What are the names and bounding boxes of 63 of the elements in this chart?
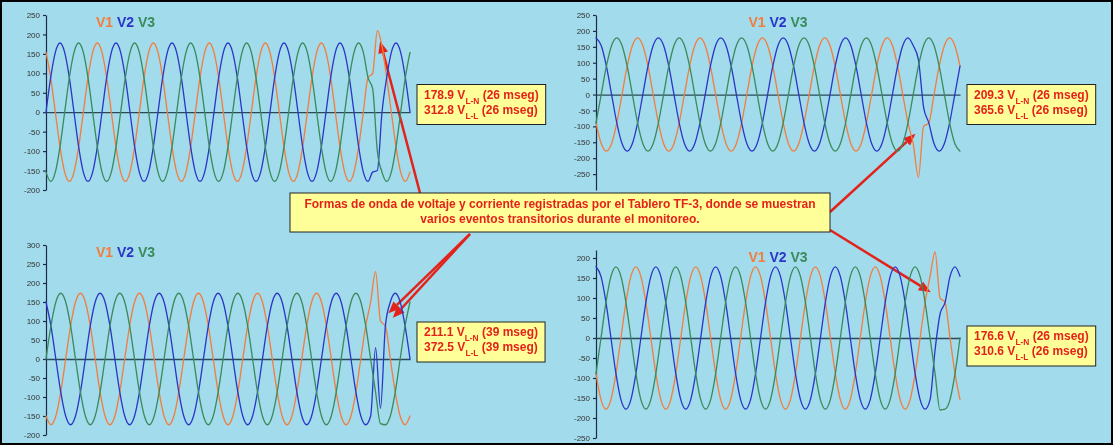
y-tick-label: -200 [573,154,591,164]
series-label: V2 [113,14,135,30]
y-tick-label: 250 [576,11,591,21]
series-label: V3 [786,249,808,265]
text: 372.5 V$_{L-L}$ (39 mseg) [424,340,538,358]
series-label: V1 [96,14,114,30]
y-tick-label: 50 [581,314,591,324]
y-tick-label: 0 [585,90,591,100]
y-tick-label: -100 [573,374,591,384]
text: Formas de onda de voltaje y corriente registradas por el Tablero TF-3, donde se muestran varios eventos transitorios durante el monitoreo. [304,197,816,226]
series-label: V2 [765,14,787,30]
y-tick-label: 100 [26,69,41,79]
y-tick-label: 250 [26,260,41,270]
y-tick-label: 0 [585,334,591,344]
y-tick-label: 100 [26,317,41,327]
y-tick-label: -150 [573,394,591,404]
y-tick-label: 300 [26,241,41,251]
y-tick-label: 150 [26,298,41,308]
y-tick-label: -200 [23,186,41,196]
y-tick-label: 100 [576,294,591,304]
y-tick-label: -100 [23,393,41,403]
y-tick-label: 150 [576,42,591,52]
series-label: V3 [134,14,156,30]
text: 178.9 V$_{L-N}$ (26 mseg) [424,87,539,106]
y-tick-label: -150 [23,166,41,176]
text: V1 [96,244,114,260]
series-label: V2 [765,249,787,265]
y-tick-label: -50 [578,354,591,364]
y-tick-label: -250 [573,434,591,444]
y-tick-label: -200 [23,431,41,441]
y-tick-label: 150 [576,274,591,284]
text: 211.1 V$_{L-N}$ (39 mseg) [424,325,539,343]
line-series [595,37,961,178]
y-tick-label: -100 [573,122,591,132]
y-tick-label: 0 [35,355,41,365]
y-tick-label: -100 [23,147,41,157]
series-label: V3 [786,14,808,30]
y-tick-label: 150 [26,49,41,59]
y-tick-label: 200 [26,279,41,289]
y-tick-label: 50 [581,74,591,84]
text: V3 [134,244,156,260]
y-tick-label: -50 [578,106,591,116]
text: 310.6 V$_{L-L}$ (26 mseg) [974,344,1088,362]
text: V2 [113,244,135,260]
y-tick-label: 0 [35,108,41,118]
y-tick-label: 50 [31,336,41,346]
y-tick-label: 250 [26,11,41,21]
y-tick-label: -150 [573,138,591,148]
y-tick-label: 200 [26,30,41,40]
text: 176.6 V$_{L-N}$ (26 mseg) [974,329,1089,347]
y-tick-label: 100 [576,58,591,68]
y-tick-label: -50 [28,374,41,384]
y-tick-label: -50 [28,127,41,137]
y-tick-label: 50 [31,88,41,98]
y-tick-label: -250 [573,170,591,180]
y-tick-label: -150 [23,412,41,422]
y-tick-label: 200 [576,254,591,264]
y-tick-label: 200 [576,26,591,36]
y-tick-label: -200 [573,414,591,424]
text: 209.3 V$_{L-N}$ (26 mseg) [974,87,1089,106]
series-label: V1 [748,249,766,265]
line-series [595,37,961,152]
series-label: V1 [748,14,766,30]
